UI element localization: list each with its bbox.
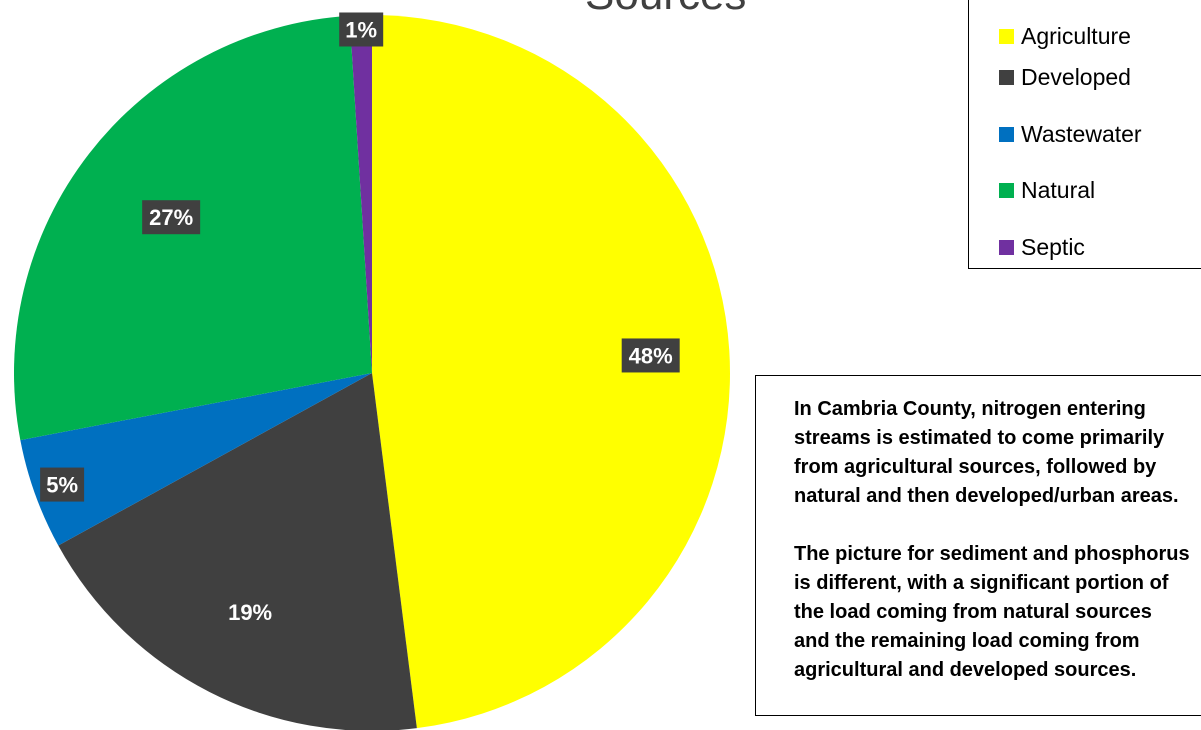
legend-label: Septic [1021,233,1085,260]
chart-title: Sources [585,0,746,20]
legend-swatch [999,69,1014,85]
data-label-wastewater: 5% [40,467,85,502]
data-label-bg [142,200,201,235]
note-line: agricultural and developed sources. [794,659,1137,681]
data-label-text: 48% [629,343,673,368]
note-line: is different, with a significant portion… [794,572,1169,594]
data-label-bg [221,595,280,630]
note-line: streams is estimated to come primarily [794,427,1165,449]
legend-item-wastewater: Wastewater [999,119,1142,149]
data-label-bg [40,467,85,502]
pie-slice-wastewater [20,373,373,546]
note-line: from agricultural sources, followed by [794,456,1157,478]
note-line: In Cambria County, nitrogen entering [794,398,1146,420]
pie-slice-agriculture [372,15,730,729]
data-label-agriculture: 48% [621,338,680,373]
legend-label: Natural [1021,176,1096,203]
data-label-text: 5% [46,473,78,498]
legend-item-natural: Natural [999,175,1095,205]
data-label-septic: 1% [339,12,384,47]
note-line: natural and then developed/urban areas. [794,485,1179,507]
legend-swatch [999,182,1014,198]
data-label-text: 19% [228,600,272,625]
data-label-bg [621,338,680,373]
note-line: and the remaining load coming from [794,630,1140,652]
legend-swatch [999,126,1014,142]
legend-swatch [999,239,1014,255]
note-paragraph-2: The picture for sediment and phosphorus … [794,540,1201,685]
summary-note: In Cambria County, nitrogen entering str… [755,375,1201,716]
legend-item-developed: Developed [999,62,1131,92]
note-line: the load coming from natural sources [794,601,1152,623]
legend-item-septic: Septic [999,232,1085,262]
data-label-text: 1% [345,17,377,42]
legend-label: Wastewater [1021,120,1142,147]
legend: Agriculture Developed Wastewater Natural… [968,0,1201,269]
pie-slice-septic [349,15,372,373]
legend-item-agriculture: Agriculture [999,21,1131,51]
legend-label: Agriculture [1021,22,1131,49]
pie-slice-developed [58,373,417,730]
note-paragraph-1: In Cambria County, nitrogen entering str… [794,395,1201,511]
data-label-natural: 27% [142,200,201,235]
data-label-developed: 19% [221,595,280,630]
data-label-bg [339,12,384,47]
legend-label: Developed [1021,63,1131,90]
legend-swatch [999,28,1014,44]
note-line: The picture for sediment and phosphorus [794,543,1190,565]
data-label-text: 27% [149,205,193,230]
